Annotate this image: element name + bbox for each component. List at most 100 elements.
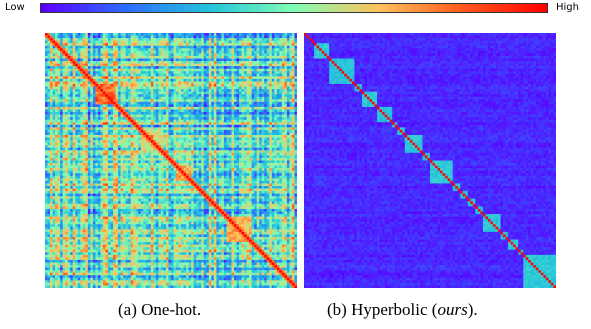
heatmap-cell bbox=[133, 119, 137, 123]
heatmap-cell bbox=[256, 68, 260, 72]
heatmap-cell bbox=[261, 43, 265, 47]
heatmap-cell bbox=[223, 155, 227, 159]
heatmap-cell bbox=[133, 43, 137, 47]
heatmap-cell bbox=[259, 157, 263, 161]
heatmap-cell bbox=[188, 43, 192, 47]
heatmap-cell bbox=[183, 86, 187, 90]
heatmap-cell bbox=[289, 53, 293, 57]
heatmap-cell bbox=[143, 78, 147, 82]
heatmap-cell bbox=[140, 142, 144, 146]
heatmap-cell bbox=[294, 73, 297, 77]
heatmap-cell bbox=[171, 89, 174, 92]
heatmap-cell bbox=[125, 50, 129, 54]
heatmap-cell bbox=[284, 137, 288, 141]
heatmap-cell bbox=[276, 157, 280, 161]
heatmap-cell bbox=[218, 35, 222, 39]
heatmap-cell bbox=[183, 112, 187, 115]
heatmap-cell bbox=[228, 132, 232, 136]
heatmap-cell bbox=[276, 137, 280, 141]
heatmap-cell bbox=[286, 119, 290, 123]
heatmap-cell bbox=[226, 40, 230, 44]
heatmap-cell bbox=[168, 117, 172, 120]
heatmap-cell bbox=[274, 76, 278, 80]
heatmap-cell bbox=[191, 147, 194, 151]
heatmap-cell bbox=[120, 109, 124, 113]
heatmap-cell bbox=[125, 94, 129, 98]
heatmap-cell bbox=[284, 58, 288, 62]
heatmap-cell bbox=[249, 91, 252, 95]
heatmap-cell bbox=[155, 55, 159, 59]
heatmap-cell bbox=[244, 122, 247, 126]
heatmap-cell bbox=[155, 106, 159, 110]
heatmap-cell bbox=[193, 55, 197, 59]
heatmap-cell bbox=[274, 114, 278, 118]
heatmap-cell bbox=[168, 137, 172, 141]
heatmap-cell bbox=[150, 89, 154, 92]
heatmap-cell bbox=[118, 150, 121, 154]
heatmap-cell bbox=[181, 66, 184, 69]
heatmap-cell bbox=[249, 117, 252, 120]
heatmap-cell bbox=[128, 122, 131, 126]
heatmap-cell bbox=[264, 33, 268, 36]
heatmap-cell bbox=[211, 38, 215, 41]
heatmap-cell bbox=[241, 117, 245, 120]
heatmap-cell bbox=[128, 142, 131, 146]
heatmap-cell bbox=[291, 63, 295, 67]
heatmap-cell bbox=[155, 76, 159, 80]
heatmap-cell bbox=[82, 99, 86, 103]
heatmap-cell bbox=[191, 86, 194, 90]
heatmap-cell bbox=[216, 101, 220, 105]
heatmap-cell bbox=[211, 63, 215, 67]
heatmap-cell bbox=[102, 38, 106, 41]
heatmap-cell bbox=[160, 155, 164, 159]
heatmap-cell bbox=[236, 119, 240, 123]
heatmap-cell bbox=[208, 33, 212, 36]
heatmap-cell bbox=[72, 68, 76, 72]
heatmap-cell bbox=[125, 117, 129, 120]
heatmap-cell bbox=[244, 89, 247, 92]
heatmap-cell bbox=[289, 145, 293, 149]
heatmap-cell bbox=[279, 55, 283, 59]
heatmap-cell bbox=[110, 50, 114, 54]
heatmap-cell bbox=[269, 140, 273, 143]
heatmap-cell bbox=[173, 33, 177, 36]
heatmap-cell bbox=[206, 45, 210, 49]
heatmap-cell bbox=[150, 35, 154, 39]
heatmap-cell bbox=[92, 81, 96, 85]
heatmap-cell bbox=[236, 71, 240, 75]
heatmap-cell bbox=[75, 76, 79, 80]
heatmap-cell bbox=[256, 155, 260, 159]
heatmap-cell bbox=[120, 43, 124, 47]
heatmap-cell bbox=[264, 68, 268, 72]
heatmap-cell bbox=[241, 129, 245, 133]
heatmap-cell bbox=[160, 50, 164, 54]
heatmap-cell bbox=[145, 106, 149, 110]
heatmap-cell bbox=[208, 50, 212, 54]
heatmap-cell bbox=[135, 40, 139, 44]
heatmap-cell bbox=[153, 147, 157, 151]
heatmap-cell bbox=[82, 140, 86, 143]
heatmap-cell bbox=[246, 38, 250, 41]
heatmap-cell bbox=[213, 104, 217, 108]
heatmap-cell bbox=[140, 145, 144, 149]
heatmap-cell bbox=[246, 66, 250, 69]
heatmap-cell bbox=[87, 147, 91, 151]
heatmap-cell bbox=[95, 84, 99, 87]
heatmap-cell bbox=[228, 114, 232, 118]
heatmap-cell bbox=[276, 145, 280, 149]
heatmap-cell bbox=[261, 58, 265, 62]
heatmap-cell bbox=[266, 48, 270, 52]
heatmap-cell bbox=[208, 66, 212, 69]
heatmap-cell bbox=[148, 53, 152, 57]
heatmap-cell bbox=[65, 157, 68, 161]
heatmap-cell bbox=[279, 106, 283, 110]
heatmap-cell bbox=[171, 55, 174, 59]
heatmap-cell bbox=[123, 119, 126, 123]
heatmap-cell bbox=[226, 152, 230, 156]
heatmap-cell bbox=[118, 73, 121, 77]
heatmap-cell bbox=[108, 135, 111, 138]
heatmap-cell bbox=[286, 68, 290, 72]
heatmap-cell bbox=[286, 33, 290, 36]
heatmap-cell bbox=[143, 84, 147, 87]
heatmap-cell bbox=[113, 122, 116, 126]
